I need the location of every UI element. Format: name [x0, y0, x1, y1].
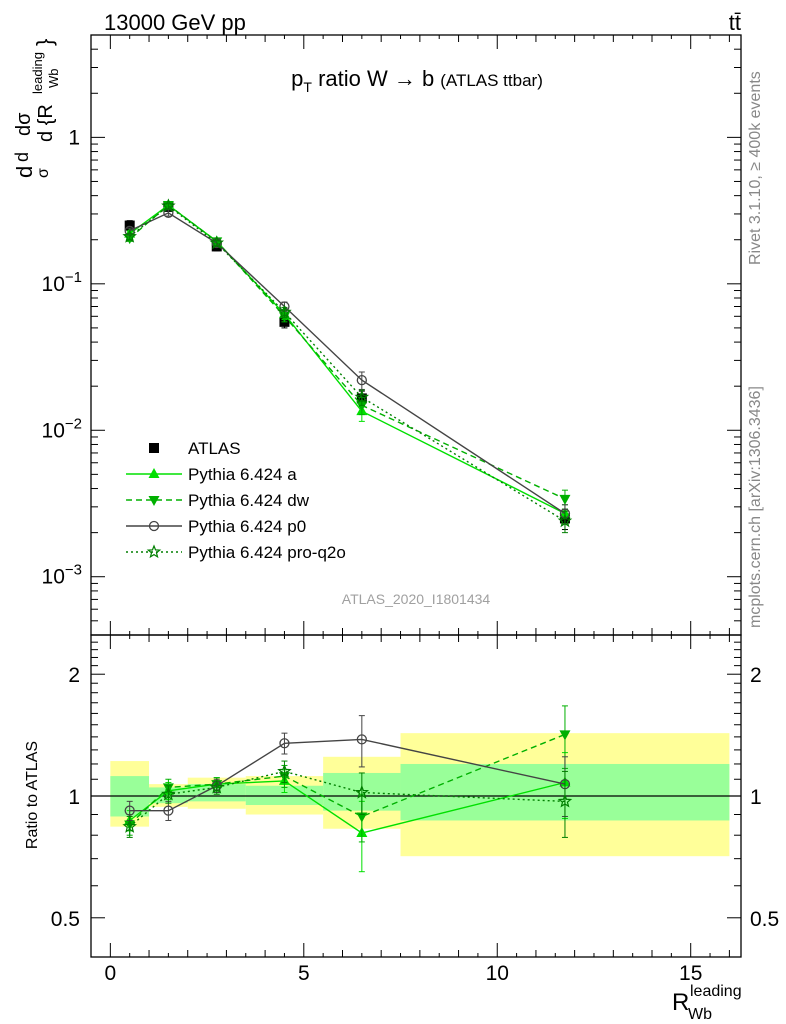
ratio-y-tick-label-right-0: 2: [750, 664, 762, 687]
ratio-y-axis-label: Ratio to ATLAS: [24, 741, 41, 849]
main-y-label-wb: Wb: [46, 69, 61, 89]
plot-title-small: (ATLAS ttbar): [440, 71, 543, 90]
ratio-point-1-5: [559, 730, 571, 741]
plot-title: pT ratio W → b (ATLAS ttbar): [291, 66, 543, 95]
main-y-label-dR: d {R: [35, 104, 57, 142]
ratio-y-tick-label-right-2: 0.5: [750, 908, 779, 931]
ratio-plot: 2 2 1 1 0.5 0.5 0 5 10 15: [51, 634, 779, 985]
ratio-y-tick-label-left-2: 0.5: [51, 908, 80, 931]
main-point-0-0: [124, 220, 135, 231]
legend-label-2: Pythia 6.424 dw: [188, 491, 310, 510]
mcplots-label: mcplots.cern.ch [arXiv:1306.3436]: [747, 386, 764, 628]
main-point-4-4: [354, 389, 370, 404]
analysis-id: ATLAS_2020_I1801434: [342, 591, 491, 607]
main-point-3-4: [356, 374, 367, 386]
legend-marker-1: [148, 468, 160, 478]
legend: ATLAS Pythia 6.424 a Pythia 6.424 dw Pythia…: [126, 439, 346, 562]
ratio-y-tick-label-left-0: 2: [68, 664, 80, 687]
legend-label-1: Pythia 6.424 a: [188, 465, 297, 484]
main-point-2-5: [559, 494, 571, 505]
main-point-4-1: [161, 198, 176, 213]
main-series-line-4: [129, 205, 566, 522]
ratio-point-2-0: [124, 805, 135, 816]
plot-title-rest: ratio W → b: [312, 66, 434, 91]
energy-label: 13000 GeV pp: [104, 10, 246, 35]
ratio-point-3-0: [122, 819, 137, 833]
x-axis-label: R Wb leading: [672, 983, 742, 1023]
main-y-label-dsigma: dσ: [13, 112, 35, 136]
process-label: tt̄: [729, 10, 741, 35]
x-tick-label-3: 15: [679, 962, 702, 985]
ratio-y-tick-label-right-1: 1: [750, 786, 762, 809]
main-y-label-sigma: σ: [35, 168, 52, 178]
ratio-series-line-1: [129, 733, 566, 826]
plot-title-sub: T: [303, 79, 312, 95]
main-y-tick-label-3: 10−3: [42, 562, 82, 589]
legend-marker-4: [146, 544, 162, 559]
rivet-label: Rivet 3.1.10, ≥ 400k events: [747, 71, 764, 265]
main-y-tick-label-2: 10−2: [42, 415, 82, 442]
main-series-line-3: [129, 212, 566, 515]
x-tick-label-0: 0: [105, 962, 117, 985]
legend-label-3: Pythia 6.424 p0: [188, 517, 306, 536]
x-tick-label-2: 10: [486, 962, 509, 985]
ratio-point-3-3: [277, 763, 292, 778]
ratio-point-2-1: [163, 805, 174, 816]
main-point-2-4: [356, 401, 368, 412]
ratio-point-3-4: [354, 784, 370, 799]
main-plot: 1 10−1 10−2 10−3: [42, 34, 742, 636]
legend-label-4: Pythia 6.424 pro-q2o: [188, 543, 346, 562]
main-y-axis-label: d σ d dσ d {R leading Wb }: [12, 39, 61, 178]
legend-marker-2: [148, 496, 160, 506]
x-axis-label-main: R: [672, 989, 689, 1016]
ratio-series-line-2: [129, 738, 566, 812]
ratio-y-tick-label-left-1: 1: [68, 786, 80, 809]
main-y-tick-label-1: 10−1: [42, 269, 82, 296]
legend-marker-0: [149, 443, 159, 453]
main-point-4-0: [122, 228, 137, 243]
ratio-point-2-4: [356, 734, 367, 745]
ratio-point-3-5: [557, 793, 573, 808]
main-y-label-leading: leading: [30, 52, 45, 94]
main-point-4-2: [209, 235, 225, 250]
x-tick-label-1: 5: [298, 962, 310, 985]
x-axis-label-sup: leading: [690, 983, 742, 1000]
main-point-4-3: [277, 304, 292, 319]
ratio-series-line-0: [129, 780, 566, 834]
ratio-frame: [90, 634, 742, 958]
main-y-label-brace: }: [32, 39, 57, 46]
ratio-point-3-1: [161, 786, 176, 801]
main-y-tick-label-0: 1: [68, 126, 80, 149]
main-point-4-5: [557, 513, 573, 528]
x-axis-label-sub: Wb: [688, 1006, 712, 1023]
ratio-point-2-3: [279, 738, 290, 749]
main-y-label-d: d: [12, 152, 32, 162]
ratio-point-3-2: [209, 779, 225, 794]
legend-marker-3: [148, 520, 160, 532]
plot-title-main: p: [291, 66, 303, 91]
main-y-label-frac1: d: [12, 166, 37, 178]
legend-label-0: ATLAS: [188, 439, 241, 458]
